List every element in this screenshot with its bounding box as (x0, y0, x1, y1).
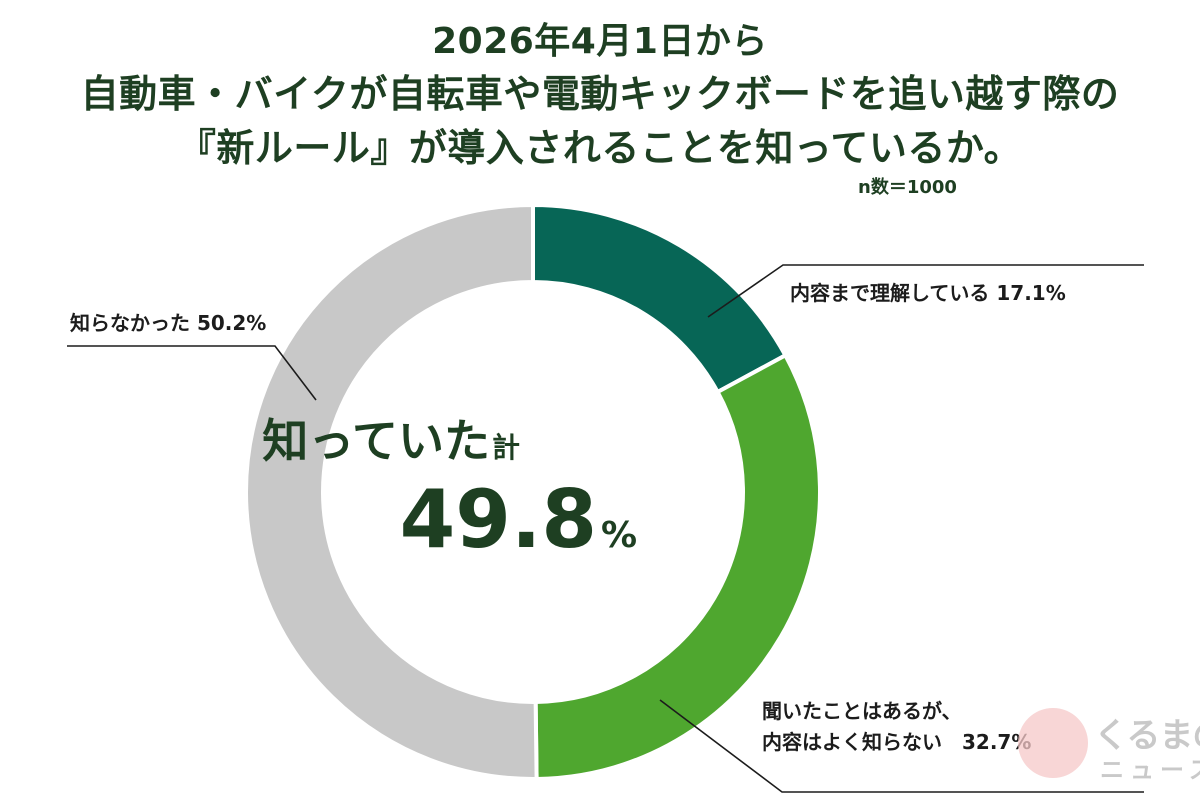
kuruma-no-news-logo: くるまの ニュース (1012, 702, 1200, 792)
logo-mark-icon (1018, 708, 1088, 778)
center-label-suffix: 計 (492, 431, 520, 464)
slice-label-unknown: 知らなかった 50.2% (70, 311, 266, 335)
center-unit: % (601, 515, 637, 556)
chart-title-line-2: 自動車・バイクが自転車や電動キックボードを追い越す際の (80, 72, 1120, 116)
leader-line-understand (707, 264, 1144, 318)
leader-line-heard (659, 699, 1144, 793)
sample-size-label: n数＝1000 (858, 177, 957, 198)
leader-line-unknown (67, 345, 317, 401)
slice-label-heard-line-2: 内容はよく知らない 32.7% (762, 730, 1031, 754)
center-label: 知っていた (262, 414, 490, 468)
center-value: 49.8 (400, 473, 597, 566)
slice-unknown (244, 202, 539, 781)
slice-heard (533, 352, 822, 782)
slice-label-understand: 内容まで理解している 17.1% (790, 281, 1066, 305)
chart-title-line-3: 『新ルール』が導入されることを知っているか。 (177, 126, 1023, 170)
logo-text-bottom: ニュース (1100, 756, 1200, 784)
slice-understand (531, 202, 789, 395)
chart-title-line-1: 2026年4月1日から (432, 21, 768, 62)
slice-label-heard-line-1: 聞いたことはあるが、 (762, 699, 962, 723)
logo-text-top: くるまの (1094, 716, 1200, 756)
